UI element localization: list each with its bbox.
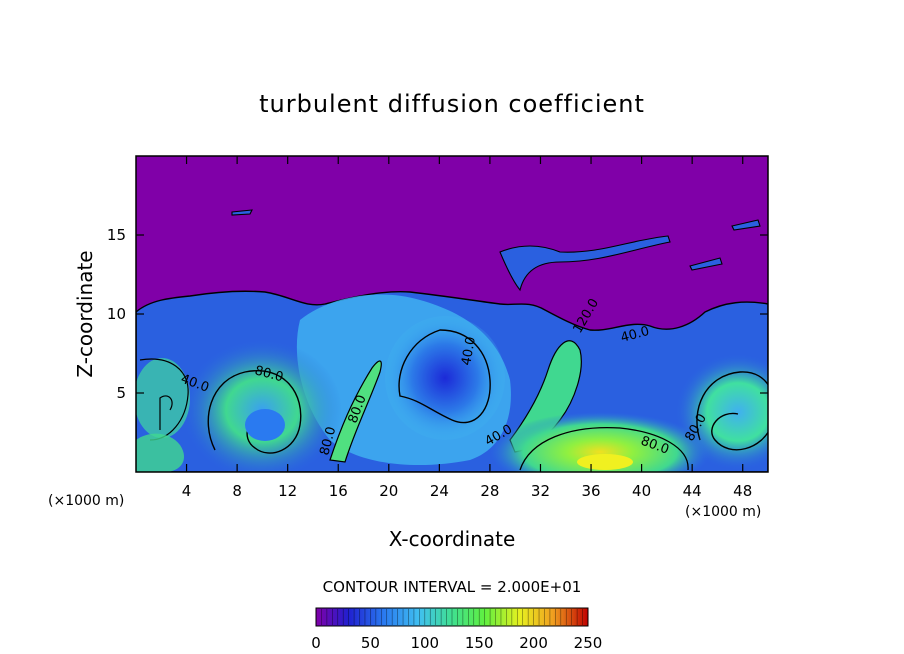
left-roll	[136, 358, 190, 438]
x-tick-label: 16	[329, 482, 348, 500]
y-tick-label: 10	[107, 305, 126, 323]
plot-area	[136, 156, 768, 472]
central-plume	[385, 316, 505, 440]
contour-interval: CONTOUR INTERVAL = 2.000E+01	[323, 578, 582, 596]
contour-label: 40.0	[459, 336, 479, 367]
y-tick-label: 15	[107, 226, 126, 244]
central-plume-contour	[398, 329, 491, 424]
x-unit-label-right: (×1000 m)	[685, 504, 761, 520]
y-axis-title: Z-coordinate	[73, 250, 97, 377]
right-eddy-contour	[696, 371, 768, 451]
x-tick-label: 40	[632, 482, 651, 500]
x-unit-label: (×1000 m)	[48, 493, 124, 509]
x-tick-label: 48	[733, 482, 752, 500]
left-eddy-contour	[207, 370, 302, 454]
colorbar-tick-label: 50	[361, 634, 380, 652]
colorbar-tick-label: 200	[519, 634, 548, 652]
left-eddy-core	[245, 409, 285, 441]
x-axis-title: X-coordinate	[389, 527, 516, 551]
colorbar-tick-label: 100	[410, 634, 439, 652]
x-tick-label: 12	[278, 482, 297, 500]
left-eddy	[182, 340, 342, 472]
left-roll-contour	[139, 358, 189, 441]
surface-max-contour	[519, 426, 689, 471]
lower-left-fragments	[136, 433, 185, 472]
x-axis: 4 8 12 16 20 24 28 32 36 40 44 48	[182, 156, 752, 500]
x-tick-label: 36	[581, 482, 600, 500]
colorbar-tick-label: 250	[574, 634, 603, 652]
contour-label: 80.0	[317, 425, 339, 457]
surface-core	[577, 454, 633, 470]
colorbar-stripes	[321, 609, 583, 625]
shear-column-left	[329, 360, 382, 463]
colorbar-tick-label: 150	[465, 634, 494, 652]
y-tick-label: 5	[116, 384, 126, 402]
x-tick-label: 20	[379, 482, 398, 500]
x-tick-label: 32	[531, 482, 550, 500]
contour-label: 40.0	[619, 324, 651, 346]
contour-label: 80.0	[253, 363, 285, 385]
colorbar-ticks: 0 50 100 150 200 250	[311, 634, 602, 652]
x-tick-label: 24	[430, 482, 449, 500]
upper-patches	[231, 209, 761, 292]
x-tick-label: 8	[232, 482, 242, 500]
y-axis: 5 10 15	[107, 226, 768, 402]
x-tick-label: 4	[182, 482, 192, 500]
colorbar-tick-label: 0	[311, 634, 321, 652]
x-tick-label: 28	[480, 482, 499, 500]
surface-max	[490, 412, 710, 472]
x-tick-label: 44	[683, 482, 702, 500]
chart-title: turbulent diffusion coefficient	[259, 90, 645, 118]
